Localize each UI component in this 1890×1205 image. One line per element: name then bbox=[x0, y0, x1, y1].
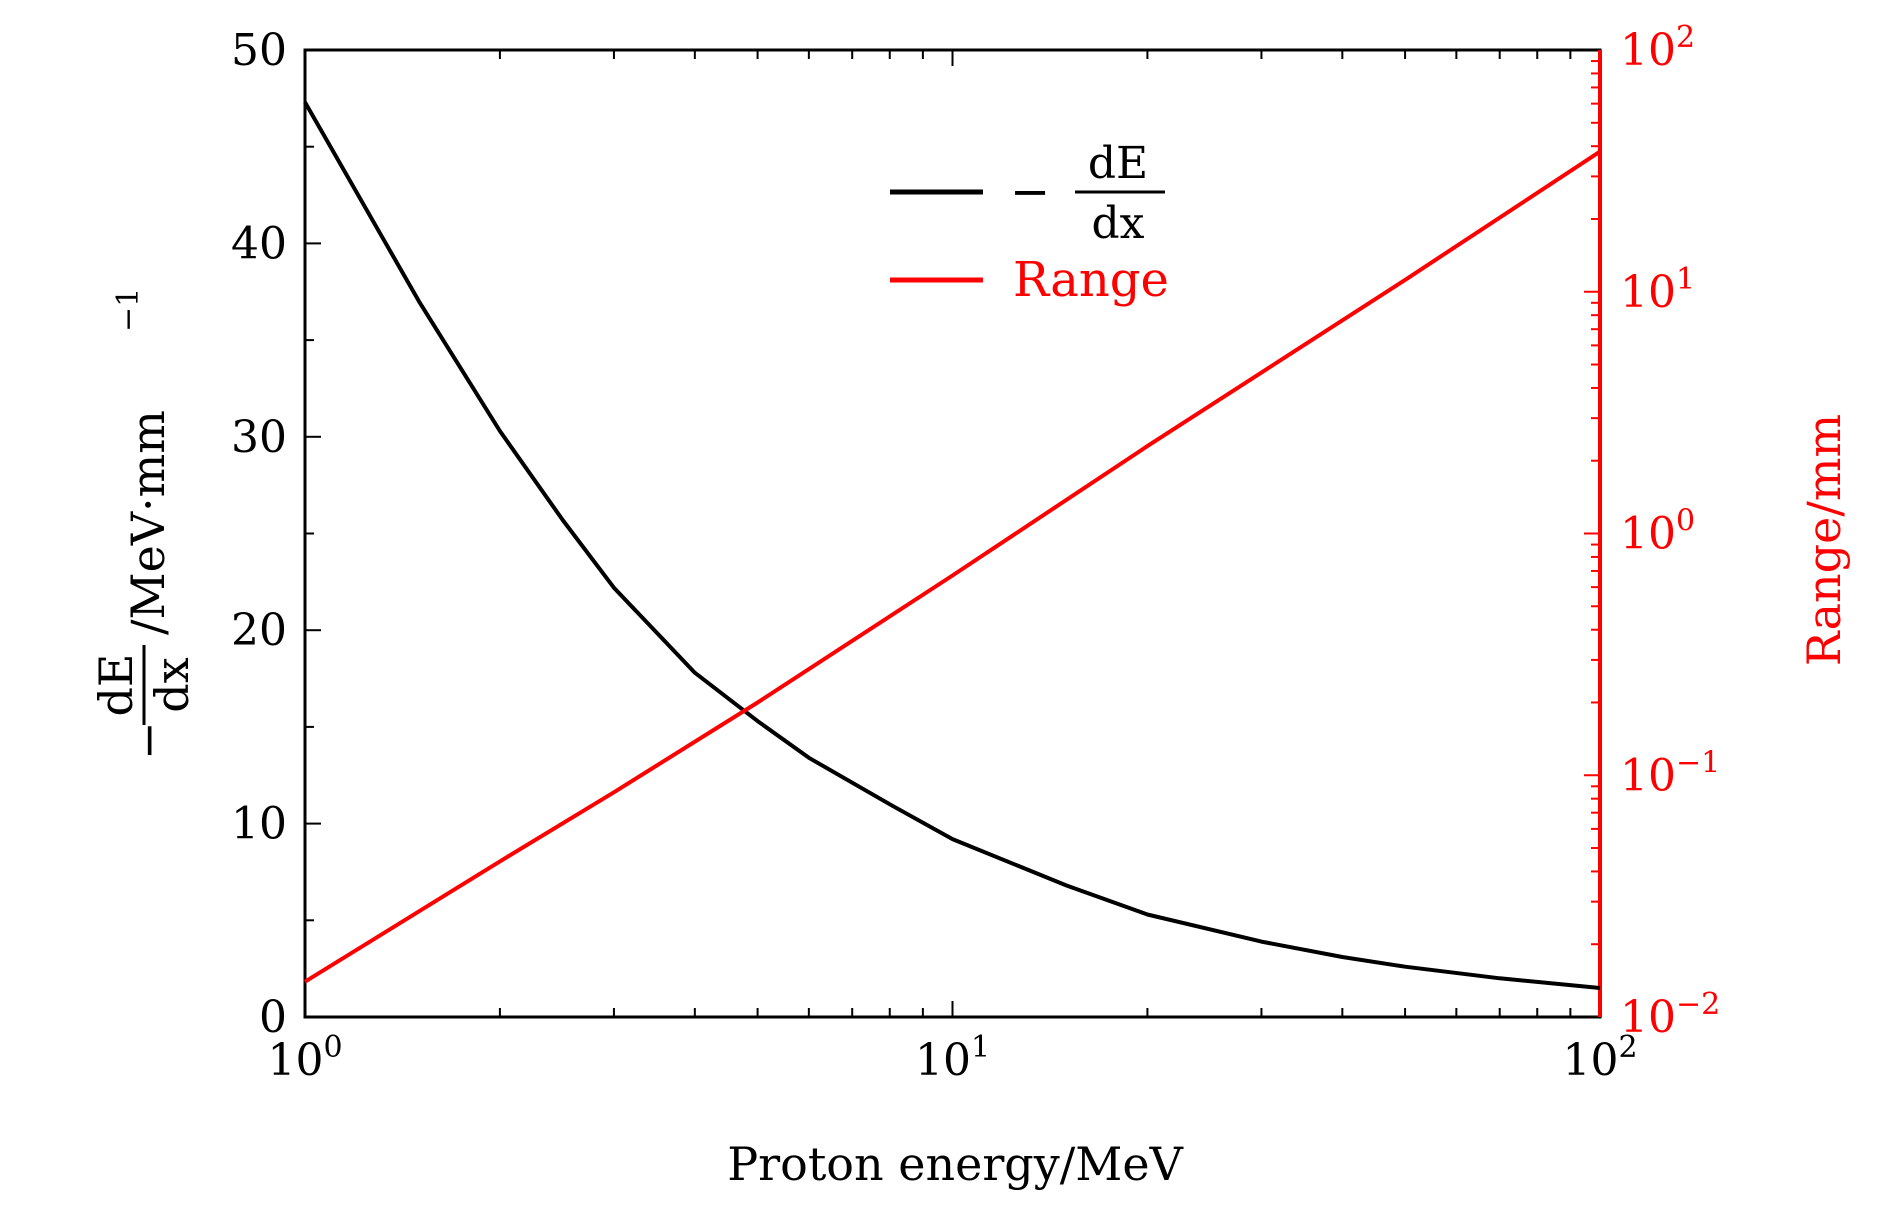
left-axis-title-unit-exp: −1 bbox=[111, 288, 146, 332]
legend: − dE dx Range bbox=[890, 138, 1169, 308]
legend-label-dedx-den: dx bbox=[1092, 198, 1145, 249]
legend-label-dedx-prefix: − bbox=[1010, 164, 1050, 220]
y-right-tick-label: 102 bbox=[1620, 20, 1695, 76]
right-axis-title: Range/mm bbox=[1797, 414, 1851, 666]
left-axis-title-unit: /MeV·mm bbox=[121, 410, 175, 635]
x-tick-label: 101 bbox=[915, 1030, 990, 1086]
left-axis-title-num: dE bbox=[89, 653, 143, 716]
y-right-tick-label: 100 bbox=[1620, 504, 1695, 560]
y-left-tick-label: 30 bbox=[231, 412, 287, 463]
plot-frame bbox=[303, 48, 1602, 1019]
y-left-tick-label: 0 bbox=[259, 992, 287, 1043]
y-right-tick-label: 10−2 bbox=[1620, 987, 1720, 1043]
y-left-tick-label: 50 bbox=[231, 25, 287, 76]
y-right-tick-label: 10−1 bbox=[1620, 745, 1720, 801]
x-axis-title: Proton energy/MeV bbox=[727, 1137, 1183, 1191]
series-line-dedx bbox=[303, 101, 1601, 990]
left-axis-title-prefix: − bbox=[121, 721, 175, 760]
legend-label-range: Range bbox=[1013, 252, 1169, 308]
series-layer bbox=[303, 101, 1602, 990]
series-line-range bbox=[303, 149, 1602, 984]
x-tick-label: 102 bbox=[1562, 1030, 1637, 1086]
tick-marks bbox=[304, 49, 1600, 1018]
y-left-tick-label: 10 bbox=[231, 799, 287, 850]
y-left-tick-label: 20 bbox=[231, 605, 287, 656]
y-right-tick-label: 101 bbox=[1620, 262, 1695, 318]
legend-label-dedx-num: dE bbox=[1088, 138, 1148, 189]
left-axis-title-den: dx bbox=[145, 657, 199, 712]
y-left-tick-label: 40 bbox=[231, 218, 287, 269]
x-tick-label: 100 bbox=[267, 1030, 342, 1086]
left-axis-title: − dE dx /MeV·mm −1 bbox=[89, 288, 199, 760]
